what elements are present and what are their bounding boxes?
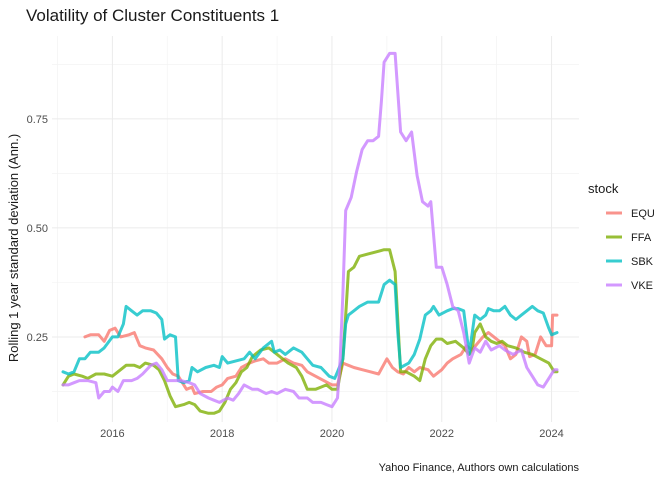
x-tick-label: 2020 (320, 428, 344, 440)
legend-title: stock (588, 181, 619, 196)
y-tick-label: 0.75 (27, 114, 48, 126)
series-line-ffa (61, 248, 559, 415)
legend-label-sbk: SBK (631, 256, 654, 268)
y-tick-label: 0.25 (27, 332, 48, 344)
series-lines (61, 51, 559, 415)
x-tick-label: 2016 (100, 428, 124, 440)
x-tick-label: 2018 (210, 428, 234, 440)
x-tick-label: 2022 (430, 428, 454, 440)
series-line-sbk (61, 278, 559, 385)
y-axis-label: Rolling 1 year standard deviation (Ann.) (6, 134, 21, 362)
x-tick-labels: 2016 2018 2020 2022 2024 (100, 428, 564, 440)
y-tick-label: 0.50 (27, 223, 48, 235)
gridlines (52, 36, 579, 422)
chart-title: Volatility of Cluster Constituents 1 (26, 6, 279, 25)
legend-label-equ: EQU (631, 208, 655, 220)
legend: stock EQU FFA SBK VKE (588, 181, 655, 292)
series-line-vke (61, 51, 559, 409)
legend-label-vke: VKE (631, 280, 653, 292)
y-tick-labels: 0.25 0.50 0.75 (27, 114, 48, 344)
series-line-equ (83, 313, 559, 396)
chart-caption: Yahoo Finance, Authors own calculations (379, 462, 580, 474)
legend-label-ffa: FFA (631, 232, 652, 244)
x-tick-label: 2024 (539, 428, 563, 440)
